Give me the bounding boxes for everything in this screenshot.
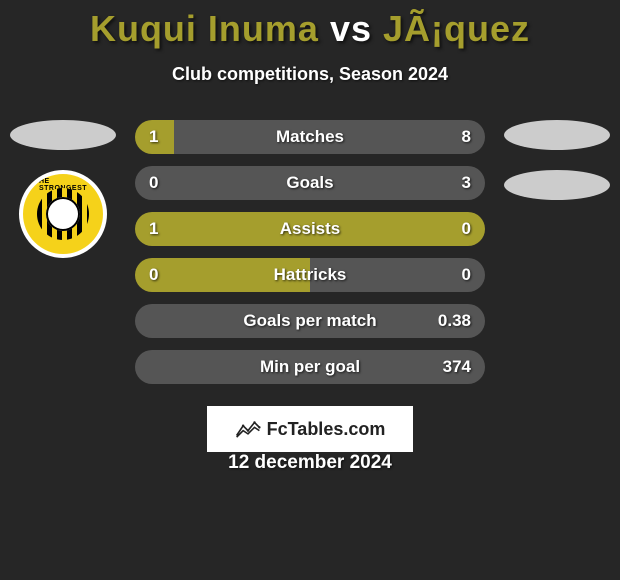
stat-label: Goals bbox=[286, 173, 333, 193]
right-player-column bbox=[502, 120, 612, 220]
stat-value-right: 0 bbox=[462, 265, 471, 285]
stat-label: Assists bbox=[280, 219, 340, 239]
stat-value-left: 1 bbox=[149, 127, 158, 147]
subtitle: Club competitions, Season 2024 bbox=[0, 64, 620, 85]
stat-row: 1 0 Assists bbox=[135, 212, 485, 246]
stat-row: 1 8 Matches bbox=[135, 120, 485, 154]
vs-label: vs bbox=[330, 8, 372, 49]
player2-name: JÃ¡quez bbox=[383, 8, 530, 49]
stat-row: 0 3 Goals bbox=[135, 166, 485, 200]
branding-chart-icon bbox=[235, 419, 261, 439]
branding-text: FcTables.com bbox=[267, 419, 386, 440]
stat-value-left: 0 bbox=[149, 265, 158, 285]
player1-ellipse-icon bbox=[10, 120, 116, 150]
player1-name: Kuqui Inuma bbox=[90, 8, 319, 49]
comparison-title: Kuqui Inuma vs JÃ¡quez bbox=[0, 0, 620, 50]
stat-value-right: 8 bbox=[462, 127, 471, 147]
stat-row: 0.38 Goals per match bbox=[135, 304, 485, 338]
stat-value-right: 0.38 bbox=[438, 311, 471, 331]
stat-row: 374 Min per goal bbox=[135, 350, 485, 384]
player2-ellipse-icon bbox=[504, 120, 610, 150]
stat-value-right: 0 bbox=[462, 219, 471, 239]
stat-label: Matches bbox=[276, 127, 344, 147]
player2-team-ellipse-icon bbox=[504, 170, 610, 200]
branding-badge: FcTables.com bbox=[207, 406, 413, 452]
stat-value-left: 1 bbox=[149, 219, 158, 239]
player1-team-badge: HE STRONGEST bbox=[19, 170, 107, 258]
team-badge-tiger-icon bbox=[46, 197, 80, 231]
stat-value-right: 3 bbox=[462, 173, 471, 193]
stat-label: Hattricks bbox=[274, 265, 347, 285]
stat-label: Min per goal bbox=[260, 357, 360, 377]
stats-container: 1 8 Matches 0 3 Goals 1 0 Assists 0 0 Hattricks 0.38… bbox=[135, 120, 485, 396]
footer-date: 12 december 2024 bbox=[0, 452, 620, 474]
stat-value-left: 0 bbox=[149, 173, 158, 193]
stat-row: 0 0 Hattricks bbox=[135, 258, 485, 292]
left-player-column: HE STRONGEST bbox=[8, 120, 118, 268]
stat-value-right: 374 bbox=[443, 357, 471, 377]
stat-label: Goals per match bbox=[243, 311, 376, 331]
